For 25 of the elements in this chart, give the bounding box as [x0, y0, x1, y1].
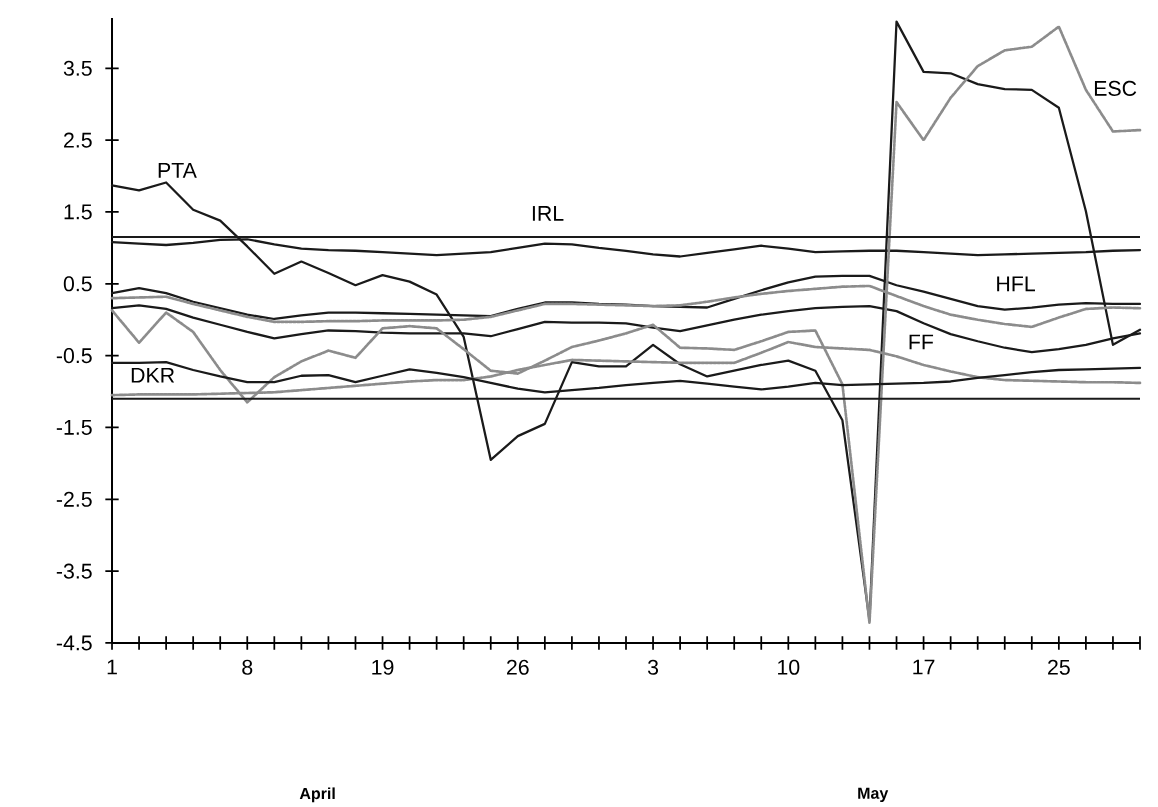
y-tick-label: 2.5	[64, 132, 92, 148]
series-label: IRL	[532, 206, 564, 221]
x-tick-label: 26	[507, 659, 529, 675]
series-label: ESC	[1094, 80, 1137, 96]
y-tick-label: 1.5	[64, 204, 92, 220]
y-tick-label: -1.5	[56, 420, 92, 435]
y-tick-label: -0.5	[56, 348, 92, 364]
x-tick-label: 1	[107, 659, 117, 675]
series-label: PTA	[158, 162, 197, 178]
x-tick-label: 25	[1048, 659, 1070, 675]
y-tick-label: -2.5	[56, 491, 92, 507]
y-tick-label: 3.5	[63, 60, 92, 76]
x-tick-label: 8	[242, 659, 253, 675]
x-tick-label: 3	[647, 659, 659, 675]
x-tick-label: 17	[913, 659, 935, 675]
series-label: HFL	[997, 276, 1035, 292]
x-tick-label: 19	[372, 659, 394, 675]
series-label: DKR	[131, 367, 175, 383]
series-label: FF	[909, 334, 934, 350]
y-tick-label: -4.5	[56, 635, 92, 651]
text: May	[858, 787, 889, 803]
text: April	[299, 787, 335, 803]
y-tick-label: 0.5	[63, 276, 92, 292]
x-tick-label: 10	[778, 659, 800, 675]
y-tick-label: -3.5	[56, 563, 92, 579]
